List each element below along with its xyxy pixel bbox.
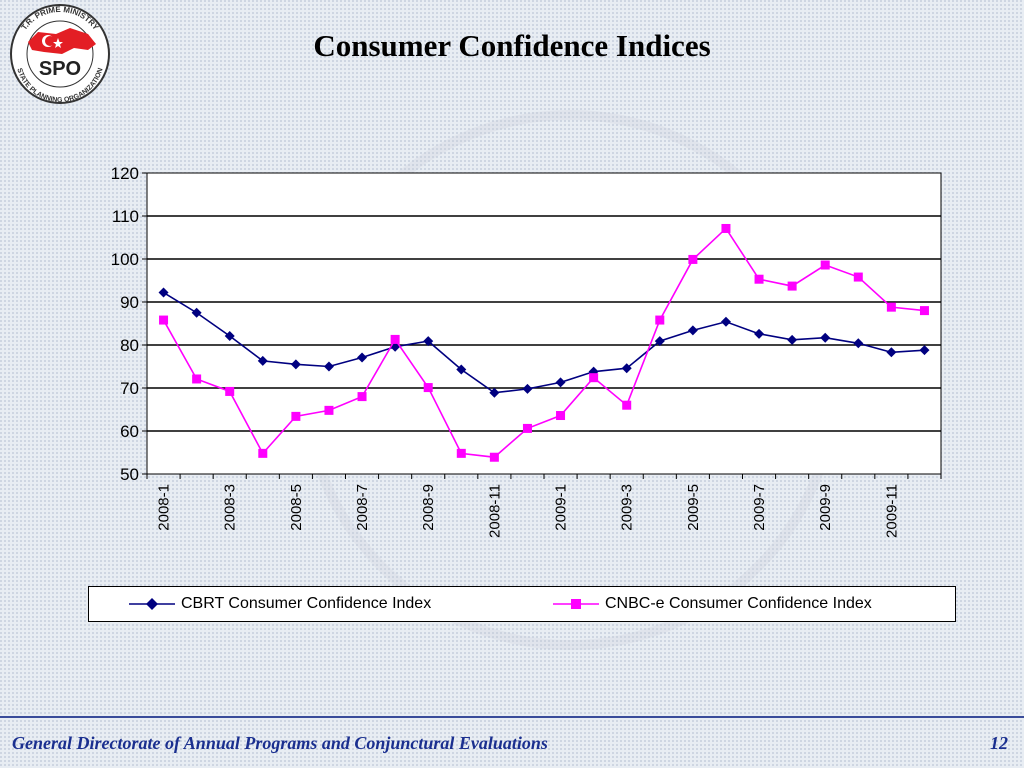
plot-area bbox=[146, 172, 942, 475]
data-point-cbrt bbox=[621, 363, 632, 374]
y-tick-label: 80 bbox=[120, 336, 139, 355]
data-point-cbrt bbox=[787, 334, 798, 345]
x-tick-label: 2009-1 bbox=[553, 484, 570, 531]
data-point-cnbc bbox=[324, 405, 334, 415]
legend-item-cnbc: CNBC-e Consumer Confidence Index bbox=[551, 587, 872, 621]
data-point-cbrt bbox=[191, 307, 202, 318]
data-point-cbrt bbox=[423, 336, 434, 347]
footer-text: General Directorate of Annual Programs a… bbox=[12, 733, 548, 753]
data-point-cnbc bbox=[721, 223, 731, 233]
data-point-cbrt bbox=[158, 287, 169, 298]
data-point-cnbc bbox=[655, 315, 665, 325]
data-point-cbrt bbox=[754, 328, 765, 339]
data-point-cnbc bbox=[886, 302, 896, 312]
data-point-cnbc bbox=[225, 386, 235, 396]
data-point-cnbc bbox=[423, 383, 433, 393]
x-axis: 2008-1 2008-3 2008-5 2008-7 2008-9 2008-11 200… bbox=[146, 474, 942, 538]
y-tick-label: 90 bbox=[120, 293, 139, 312]
data-point-cbrt bbox=[357, 352, 368, 363]
y-tick-label: 50 bbox=[120, 465, 139, 484]
data-point-cbrt bbox=[489, 387, 500, 398]
data-point-cbrt bbox=[290, 359, 301, 370]
y-tick-label: 60 bbox=[120, 422, 139, 441]
x-tick-label: 2008-9 bbox=[420, 484, 437, 531]
data-point-cbrt bbox=[522, 383, 533, 394]
data-point-cbrt bbox=[323, 361, 334, 372]
data-point-cnbc bbox=[853, 272, 863, 282]
legend-item-cbrt: CBRT Consumer Confidence Index bbox=[127, 587, 431, 621]
data-point-cbrt bbox=[224, 330, 235, 341]
x-tick-label: 2008-5 bbox=[288, 484, 305, 531]
data-point-cbrt bbox=[886, 347, 897, 358]
data-point-cnbc bbox=[159, 315, 169, 325]
data-point-cbrt bbox=[654, 336, 665, 347]
legend-marker-diamond-icon bbox=[129, 598, 175, 610]
y-tick-label: 100 bbox=[111, 250, 139, 269]
x-tick-label: 2009-11 bbox=[883, 484, 900, 538]
gridlines bbox=[147, 215, 941, 432]
data-point-cnbc bbox=[589, 373, 599, 383]
data-point-cnbc bbox=[291, 411, 301, 421]
data-point-cbrt bbox=[456, 364, 467, 375]
series-group bbox=[158, 223, 930, 462]
x-tick-label: 2009-9 bbox=[817, 484, 834, 531]
data-point-cbrt bbox=[257, 355, 268, 366]
data-point-cbrt bbox=[720, 316, 731, 327]
data-point-cnbc bbox=[390, 334, 400, 344]
data-point-cnbc bbox=[522, 423, 532, 433]
x-tick-label: 2008-3 bbox=[222, 484, 239, 531]
data-point-cnbc bbox=[258, 448, 268, 458]
x-tick-label: 2008-7 bbox=[354, 484, 371, 531]
data-point-cnbc bbox=[622, 400, 632, 410]
data-point-cbrt bbox=[555, 377, 566, 388]
data-point-cbrt bbox=[919, 345, 930, 356]
series-line-cbrt bbox=[163, 291, 925, 394]
legend-marker-square-icon bbox=[553, 599, 599, 609]
x-tick-label: 2009-3 bbox=[619, 484, 636, 531]
logo-abbr: SPO bbox=[39, 58, 81, 80]
legend-label-cnbc: CNBC-e Consumer Confidence Index bbox=[605, 595, 872, 612]
data-point-cnbc bbox=[787, 281, 797, 291]
y-tick-label: 110 bbox=[112, 207, 139, 226]
x-tick-label: 2008-1 bbox=[156, 484, 173, 531]
data-point-cnbc bbox=[688, 254, 698, 264]
data-point-cnbc bbox=[456, 448, 466, 458]
page-number: 12 bbox=[990, 733, 1008, 753]
data-point-cbrt bbox=[853, 338, 864, 349]
data-point-cnbc bbox=[192, 374, 202, 384]
data-point-cbrt bbox=[820, 332, 831, 343]
footer-divider bbox=[0, 716, 1024, 718]
y-tick-label: 70 bbox=[120, 379, 139, 398]
data-point-cbrt bbox=[687, 325, 698, 336]
x-tick-label: 2008-11 bbox=[486, 484, 503, 538]
series-line-cnbc bbox=[162, 227, 925, 459]
x-tick-label: 2009-5 bbox=[685, 484, 702, 531]
spo-logo: SPO T.R. PRIME MINISTRY STATE PLANNING O… bbox=[10, 4, 110, 104]
legend-label-cbrt: CBRT Consumer Confidence Index bbox=[181, 595, 432, 612]
data-point-cnbc bbox=[919, 306, 929, 316]
x-tick-label: 2009-7 bbox=[751, 484, 768, 531]
data-point-cnbc bbox=[357, 392, 367, 402]
y-axis: 50 60 70 80 90 100 110 120 bbox=[111, 164, 147, 484]
data-point-cnbc bbox=[754, 274, 764, 284]
y-tick-label: 120 bbox=[111, 164, 139, 183]
data-point-cnbc bbox=[820, 260, 830, 270]
chart-legend: CBRT Consumer Confidence Index CNBC-e Co… bbox=[88, 586, 956, 622]
data-point-cnbc bbox=[489, 452, 499, 462]
data-point-cnbc bbox=[556, 411, 566, 421]
slide-title: Consumer Confidence Indices bbox=[313, 28, 711, 63]
